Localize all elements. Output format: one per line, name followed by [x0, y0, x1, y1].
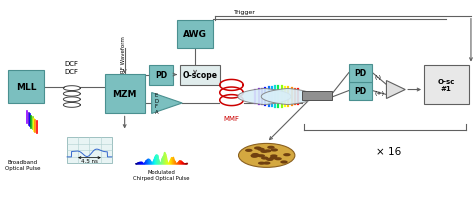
- Text: MZM: MZM: [112, 90, 137, 99]
- Circle shape: [270, 155, 278, 158]
- Circle shape: [261, 157, 268, 160]
- Text: AWG: AWG: [183, 30, 207, 39]
- Text: RF Waveform: RF Waveform: [121, 36, 126, 73]
- Circle shape: [257, 148, 265, 151]
- Circle shape: [264, 150, 272, 153]
- Circle shape: [283, 153, 291, 157]
- Circle shape: [257, 154, 265, 158]
- FancyBboxPatch shape: [67, 138, 112, 164]
- Circle shape: [274, 157, 282, 161]
- Circle shape: [254, 147, 262, 150]
- Circle shape: [270, 156, 277, 160]
- FancyBboxPatch shape: [180, 65, 220, 85]
- Polygon shape: [238, 89, 291, 105]
- Circle shape: [258, 162, 265, 165]
- Text: 4.5 ns: 4.5 ns: [81, 158, 98, 163]
- FancyBboxPatch shape: [105, 74, 145, 114]
- Circle shape: [280, 161, 288, 164]
- Circle shape: [245, 149, 253, 152]
- Circle shape: [250, 154, 258, 157]
- Text: (+): (+): [375, 91, 385, 96]
- Circle shape: [266, 158, 273, 161]
- Text: Broadband
Optical Pulse: Broadband Optical Pulse: [5, 160, 40, 170]
- FancyBboxPatch shape: [349, 64, 373, 82]
- Text: O-sc
#1: O-sc #1: [438, 79, 455, 92]
- FancyBboxPatch shape: [424, 65, 469, 105]
- Polygon shape: [386, 81, 405, 99]
- Circle shape: [263, 162, 271, 165]
- Circle shape: [260, 150, 268, 153]
- Text: MMF: MMF: [223, 116, 239, 122]
- FancyBboxPatch shape: [149, 65, 173, 85]
- Circle shape: [253, 154, 261, 157]
- Polygon shape: [261, 89, 314, 105]
- Text: PD: PD: [355, 87, 367, 96]
- Circle shape: [267, 146, 275, 149]
- Text: DCF: DCF: [65, 60, 79, 66]
- Text: Modulated
Chirped Optical Pulse: Modulated Chirped Optical Pulse: [133, 170, 189, 180]
- FancyBboxPatch shape: [349, 82, 373, 100]
- Text: × 16: × 16: [376, 147, 401, 157]
- FancyBboxPatch shape: [9, 70, 44, 104]
- Text: Trigger: Trigger: [234, 10, 255, 15]
- Text: PD: PD: [355, 69, 367, 78]
- Circle shape: [252, 153, 259, 156]
- Text: (-): (-): [375, 75, 382, 80]
- Circle shape: [238, 144, 295, 168]
- Text: MLL: MLL: [16, 83, 36, 92]
- Text: E
D
F
A: E D F A: [155, 93, 158, 114]
- Text: PD: PD: [155, 71, 167, 80]
- Circle shape: [271, 149, 278, 152]
- Text: DCF: DCF: [65, 68, 79, 74]
- FancyBboxPatch shape: [302, 91, 332, 100]
- Circle shape: [251, 155, 258, 158]
- Polygon shape: [152, 93, 182, 114]
- FancyBboxPatch shape: [177, 21, 213, 48]
- Text: O-scope: O-scope: [182, 71, 217, 80]
